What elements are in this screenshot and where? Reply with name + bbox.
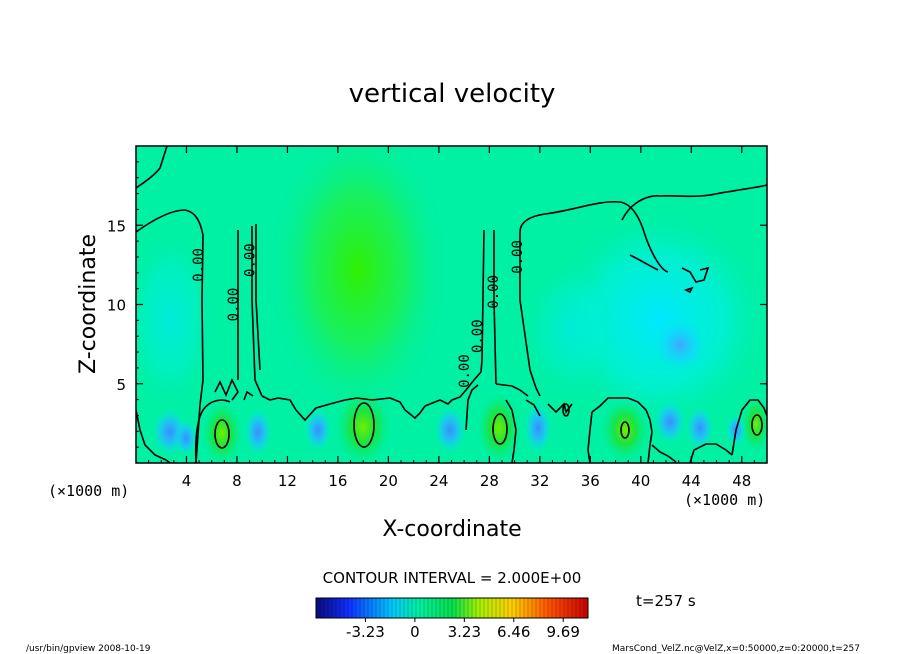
y-axis: 5 10 15 (107, 161, 767, 448)
colorbar-tick-label: 6.46 (497, 623, 530, 641)
contour-interval-label: CONTOUR INTERVAL = 2.000E+00 (323, 569, 582, 587)
y-axis-label: Z-coordinate (76, 234, 101, 374)
contour-label: 0.00 (226, 288, 242, 322)
x-unit-right: (×1000 m) (684, 491, 765, 509)
x-tick-label: 8 (232, 472, 242, 490)
x-tick-label: 12 (278, 472, 297, 490)
colorbar-tick-label: -3.23 (346, 623, 385, 641)
contour-label: 0.00 (243, 243, 259, 277)
zero-contours (136, 146, 767, 463)
colorbar-tick-label: 3.23 (448, 623, 481, 641)
x-tick-label: 40 (631, 472, 650, 490)
x-axis: 4 8 12 16 20 24 28 32 36 40 44 48 (148, 146, 755, 490)
x-tick-label: 4 (182, 472, 192, 490)
chart-title: vertical velocity (349, 79, 556, 109)
y-tick-label: 5 (116, 376, 126, 394)
x-tick-label: 48 (732, 472, 751, 490)
x-tick-label: 36 (581, 472, 600, 490)
x-tick-label: 28 (480, 472, 499, 490)
colorbar: -3.23 0 3.23 6.46 9.69 (315, 597, 589, 641)
x-tick-label: 32 (530, 472, 549, 490)
colorbar-tick-label: 9.69 (547, 623, 580, 641)
x-unit-left: (×1000 m) (48, 482, 129, 500)
x-tick-label: 20 (379, 472, 398, 490)
velocity-field (136, 146, 767, 463)
colorbar-frame (315, 597, 589, 619)
footer-right: MarsCond_VelZ.nc@VelZ,x=0:50000,z=0:2000… (612, 644, 860, 654)
contour-label: 0.00 (486, 275, 502, 309)
contour-label: 0.00 (191, 248, 207, 282)
contour-labels: 0.000.000.000.000.000.000.00 (191, 240, 526, 388)
colorbar-tick-label: 0 (410, 623, 420, 641)
x-axis-label: X-coordinate (382, 517, 521, 542)
x-tick-label: 16 (328, 472, 347, 490)
footer-left: /usr/bin/gpview 2008-10-19 (26, 644, 151, 654)
y-tick-label: 15 (107, 217, 126, 235)
contour-label: 0.00 (510, 240, 526, 274)
contour-label: 0.00 (470, 319, 486, 353)
colorbar-gradient (316, 598, 588, 618)
y-tick-label: 10 (107, 297, 126, 315)
time-label: t=257 s (636, 592, 696, 610)
x-tick-label: 24 (429, 472, 448, 490)
x-tick-label: 44 (682, 472, 701, 490)
contour-label: 0.00 (457, 354, 473, 388)
